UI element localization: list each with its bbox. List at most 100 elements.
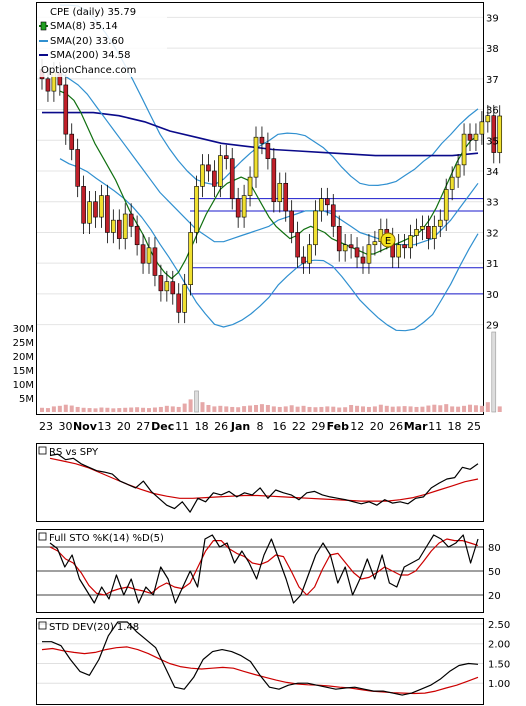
volume-bar [313,407,318,412]
candle-body [128,213,134,227]
price-tick-label: 31 [486,259,499,270]
sma200-line [42,111,479,157]
date-tick-label: Nov [73,420,98,433]
volume-bar [152,407,157,412]
price-tick-label: 39 [486,13,499,24]
candle-body [229,158,235,199]
candle-body [402,244,407,249]
volume-bar [432,404,437,412]
volume-bar [384,405,389,412]
volume-bar [319,406,324,412]
candle-body [87,201,92,224]
volume-bar [491,331,497,413]
volume-bar [396,406,401,412]
candle-body [491,115,497,153]
candle-body [497,115,503,153]
date-tick-label: Jan [230,420,250,433]
volume-bar [212,406,217,412]
volume-bar [259,404,264,412]
volume-bar [349,404,354,412]
earnings-marker-label: E [385,236,391,247]
price-panel-frame [36,2,484,415]
date-tick-label: 13 [97,420,111,433]
date-tick-label: 12 [350,420,364,433]
candle-body [354,247,360,258]
sto-title-text: Full STO %K(14) %D(5) [49,533,164,544]
volume-bar [230,406,235,412]
volume-bar [141,407,146,412]
volume-bar [182,403,187,412]
sto-tick-label: 80 [488,543,501,554]
candle-body [443,189,449,221]
candle-body [295,232,300,258]
candle-body [218,155,223,187]
rs-lines [49,453,479,513]
volume-bar [99,407,104,412]
date-tick-label: 20 [117,420,131,433]
volume-bar [420,406,425,412]
candle-body [307,244,312,264]
candle-body [420,226,425,230]
candle-body [366,244,372,264]
volume-tick-label: 30M [13,324,34,335]
volume-bar [158,406,163,412]
candle-body [283,182,289,212]
candle-body [164,281,170,292]
volume-bar [456,406,461,412]
volume-bar [45,408,50,412]
volume-tick-label: 15M [13,366,34,377]
candle-body [372,241,378,246]
volume-bar [75,406,80,412]
volume-bar [81,407,86,412]
std-panel-frame [36,618,484,705]
volume-bar [111,408,116,412]
volume-bar [444,404,449,412]
candle-body [449,176,455,190]
date-axis-labels: 23 30 Nov 13 20 27 Dec 11 18 26 Jan 8 16 22 29 Feb 12 20 2… [39,420,481,433]
candle-body [265,143,271,160]
volume-bar [253,404,258,412]
candle-body [342,244,348,252]
volume-bar [206,404,211,412]
volume-bar [378,404,383,412]
volume-bar [93,408,98,412]
volume-bar [372,406,377,412]
volume-bar [170,406,175,412]
candle-body [188,232,193,285]
std-title: STD DEV(20) 1.48 [38,621,139,633]
volume-bar [343,407,348,412]
candle-body [479,121,485,135]
chart-title: CPE (daily) 35.79 [50,7,136,18]
volume-bar [248,405,253,412]
std-tick-label: 1.00 [488,679,510,690]
volume-bar [390,406,395,412]
candle-body [455,164,461,178]
candle-body [325,198,330,206]
candle-body [432,226,437,239]
volume-bar [366,406,371,412]
candle-body [253,136,259,178]
price-axis-labels: 29 30 31 32 33 34 35 36 37 38 39 [486,13,499,331]
candle-body [105,195,110,233]
brand-label: OptionChance.com [41,65,136,76]
volume-bar [129,407,134,412]
rs-line [49,453,479,513]
rs-average-line [49,457,479,502]
volume-bar [479,405,484,412]
price-tick-label: 29 [486,321,499,332]
candle-body [212,170,217,187]
price-tick-label: 38 [486,44,499,55]
volume-bar [135,407,140,412]
candle-body [271,158,277,203]
volume-bar [200,402,205,412]
volume-bar [57,405,62,412]
date-tick-label: 30 [58,420,72,433]
volume-bar [301,405,306,412]
sto-d-line [49,538,479,596]
candle-body [45,78,51,92]
volume-bar [331,406,336,412]
volume-bar [283,406,288,412]
volume-bar [325,406,330,412]
volume-bar [408,406,413,412]
candle-body [93,201,98,218]
